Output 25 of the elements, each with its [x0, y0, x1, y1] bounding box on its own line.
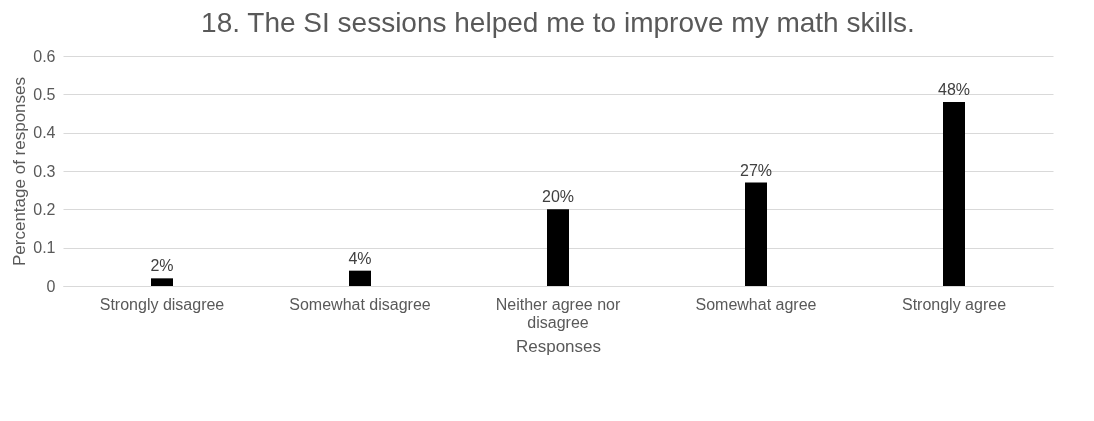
x-tick-label: Somewhat disagree: [289, 295, 431, 313]
bar: [547, 209, 569, 286]
bar: [349, 270, 371, 286]
x-tick-label: Neither agree nor disagree: [495, 295, 621, 331]
data-label: 27%: [739, 161, 773, 179]
y-axis-title: Percentage of responses: [10, 76, 30, 267]
y-tick-label: 0.3: [33, 162, 56, 180]
x-axis-title: Responses: [515, 336, 602, 356]
data-label: 4%: [348, 249, 372, 267]
data-label: 20%: [541, 188, 575, 206]
bar: [943, 102, 965, 286]
chart-title: 18. The SI sessions helped me to improve my math skills.: [201, 7, 915, 38]
x-tick-label: Somewhat agree: [695, 295, 817, 313]
data-label: 2%: [150, 257, 174, 275]
y-tick-label: 0: [46, 277, 56, 295]
y-tick-label: 0.4: [33, 124, 56, 142]
x-tick-label: Strongly agree: [901, 295, 1007, 313]
bar: [151, 278, 173, 286]
y-tick-label: 0.2: [33, 200, 56, 218]
y-tick-label: 0.5: [33, 85, 56, 103]
bar: [745, 182, 767, 286]
y-tick-label: 0.1: [33, 239, 56, 257]
data-label: 48%: [937, 81, 971, 98]
x-tick-label: Strongly disagree: [99, 295, 225, 313]
y-tick-label: 0.6: [33, 47, 56, 65]
